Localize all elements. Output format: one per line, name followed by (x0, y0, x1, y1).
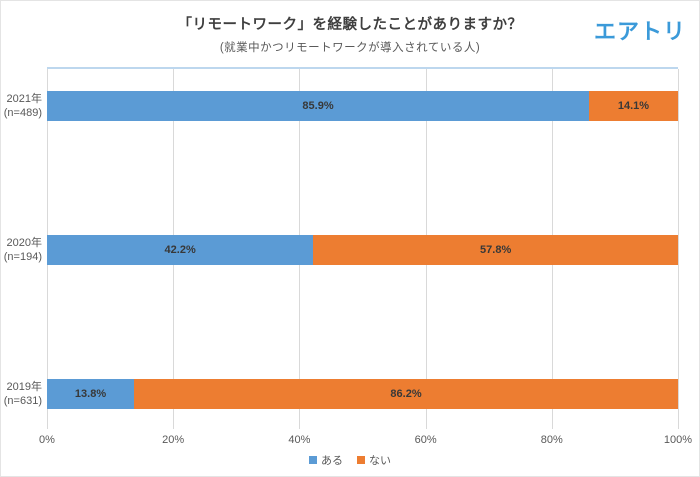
category-year: 2020年 (6, 237, 42, 249)
bar-value-label: 14.1% (617, 100, 650, 112)
legend-label: ない (369, 455, 391, 467)
legend-swatch-icon (309, 456, 317, 464)
x-tick-label: 80% (540, 434, 563, 446)
category-label: 2019年 (n=631) (1, 380, 42, 408)
bar-segment-series-1: 14.1% (589, 91, 678, 121)
bar-row: 2019年 (n=631) 13.8% 86.2% (4, 379, 678, 409)
bar-segment-series-0: 13.8% (47, 379, 135, 409)
bar-value-label: 85.9% (302, 100, 334, 112)
legend-swatch-icon (357, 456, 365, 464)
legend-item-series-0: ある (309, 452, 343, 468)
category-label: 2021年 (n=489) (1, 92, 42, 120)
legend: ある ない (1, 452, 699, 468)
bar-value-label: 42.2% (164, 244, 196, 256)
category-year: 2021年 (6, 93, 42, 105)
bar-row: 2021年 (n=489) 85.9% 14.1% (4, 91, 678, 121)
category-label: 2020年 (n=194) (1, 236, 42, 264)
x-tick-label: 0% (39, 434, 55, 446)
bar-segment-series-0: 42.2% (47, 235, 314, 265)
gridline (678, 69, 679, 429)
x-tick-label: 20% (162, 434, 185, 446)
chart-title: 「リモートワーク」を経験したことがありますか？ (177, 17, 523, 33)
bar-value-label: 13.8% (74, 388, 107, 400)
bar-segment-series-1: 57.8% (313, 235, 678, 265)
bar-value-label: 86.2% (390, 388, 422, 400)
category-sample-size: (n=489) (3, 107, 42, 119)
category-sample-size: (n=631) (3, 395, 42, 407)
x-tick-label: 40% (288, 434, 311, 446)
category-sample-size: (n=194) (3, 251, 42, 263)
plot-area: 2021年 (n=489) 85.9% 14.1% 2020年 (n=194) 42.2% 5… (4, 67, 679, 429)
legend-item-series-1: ない (357, 452, 391, 468)
bar-row: 2020年 (n=194) 42.2% 57.8% (4, 235, 678, 265)
x-axis: 0% 20% 40% 60% 80% 100% (39, 434, 692, 448)
chart-subtitle: (就業中かつリモートワークが導入されている人) (219, 42, 481, 54)
brand-logo: エアトリ (593, 19, 686, 44)
legend-label: ある (321, 455, 343, 467)
bar-segment-series-1: 86.2% (134, 379, 678, 409)
category-year: 2019年 (6, 381, 42, 393)
bar-value-label: 57.8% (480, 244, 512, 256)
bar-segment-series-0: 85.9% (47, 91, 590, 121)
x-tick-label: 100% (663, 434, 693, 446)
x-tick-label: 60% (414, 434, 437, 446)
